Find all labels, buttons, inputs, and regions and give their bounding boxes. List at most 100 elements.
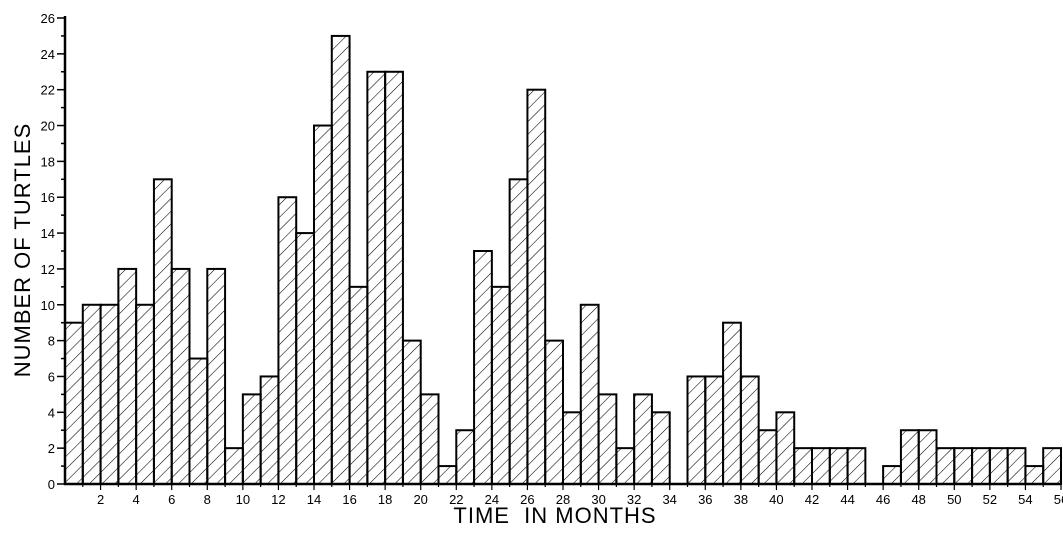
bar-month-32 (615, 447, 636, 485)
x-tick-label: 30 (591, 492, 605, 507)
bar-month-38 (722, 321, 742, 485)
bar-month-18 (366, 70, 387, 486)
bar-month-1 (64, 321, 84, 485)
bar-month-17 (348, 285, 369, 485)
x-tick-label: 40 (769, 492, 783, 507)
bar-month-39 (739, 375, 760, 485)
x-tick-label: 46 (876, 492, 890, 507)
bar-month-37 (704, 375, 725, 485)
x-tick-labels: 2 4 6 8 10 12 14 16 18 20 22 24 26 28 30 32 34 36 38 40 42 44… (97, 492, 1063, 507)
x-tick-label: 10 (236, 492, 250, 507)
bar-month-51 (953, 447, 974, 485)
bar-month-28 (544, 339, 565, 485)
y-tick-label: 8 (48, 334, 55, 349)
bar-month-15 (313, 124, 333, 485)
x-tick-label: 34 (662, 492, 676, 507)
x-tick-label: 26 (520, 492, 534, 507)
bar-month-12 (259, 375, 280, 485)
y-tick-label: 22 (41, 83, 55, 98)
y-axis-label: NUMBER OF TURTLES (10, 123, 35, 378)
x-tick-label: 6 (168, 492, 175, 507)
bar-month-31 (597, 393, 618, 486)
x-tick-label: 18 (378, 492, 392, 507)
bar-month-7 (170, 267, 191, 486)
x-tick-label: 52 (983, 492, 997, 507)
y-tick-label: 0 (48, 477, 55, 492)
bar-month-11 (241, 393, 262, 486)
x-tick-label: 42 (805, 492, 819, 507)
bar-month-52 (971, 447, 991, 485)
bar-month-5 (135, 303, 155, 485)
x-tick-label: 14 (307, 492, 321, 507)
x-tick-label: 56 (1054, 492, 1063, 507)
bar-month-25 (490, 285, 511, 485)
y-tick-label: 20 (41, 119, 55, 134)
bars-group (64, 34, 1062, 486)
x-tick-label: 12 (271, 492, 285, 507)
y-tick-label: 26 (41, 11, 55, 26)
x-tick-label: 22 (449, 492, 463, 507)
bar-month-24 (473, 250, 493, 485)
bar-month-2 (81, 303, 102, 485)
bar-month-4 (117, 267, 138, 486)
x-tick-label: 24 (485, 492, 499, 507)
axes-group (57, 16, 1062, 490)
bar-month-13 (277, 196, 298, 485)
bar-month-45 (846, 447, 867, 485)
x-tick-label: 4 (132, 492, 139, 507)
y-tick-label: 10 (41, 298, 55, 313)
bar-month-55 (1024, 465, 1045, 485)
y-tick-label: 4 (48, 405, 55, 420)
bar-month-20 (401, 339, 422, 485)
bar-month-40 (757, 429, 778, 486)
bar-month-33 (633, 393, 653, 486)
x-tick-label: 2 (97, 492, 104, 507)
bar-month-44 (828, 447, 849, 485)
bar-month-19 (384, 70, 404, 486)
bar-month-43 (811, 447, 831, 485)
y-tick-label: 12 (41, 262, 55, 277)
x-tick-label: 20 (413, 492, 427, 507)
y-tick-label: 18 (41, 154, 55, 169)
bar-month-9 (206, 267, 227, 486)
bar-month-10 (224, 447, 244, 485)
bar-month-29 (562, 411, 582, 485)
x-tick-label: 54 (1018, 492, 1032, 507)
bar-month-16 (330, 34, 351, 485)
y-tick-label: 24 (41, 47, 55, 62)
bar-month-42 (793, 447, 814, 485)
bar-month-48 (899, 429, 920, 486)
x-tick-label: 38 (734, 492, 748, 507)
bar-month-23 (455, 429, 476, 486)
bar-month-50 (935, 447, 956, 485)
bar-month-41 (775, 411, 796, 485)
x-axis-label: TIME IN MONTHS (453, 503, 656, 528)
bar-month-34 (650, 411, 671, 485)
bar-month-26 (508, 178, 529, 485)
x-tick-label: 16 (342, 492, 356, 507)
x-tick-label: 50 (947, 492, 961, 507)
x-tick-label: 8 (204, 492, 211, 507)
x-tick-label: 48 (911, 492, 925, 507)
bar-month-6 (152, 178, 173, 485)
bar-month-8 (188, 357, 209, 486)
bar-month-49 (917, 429, 938, 486)
x-tick-label: 28 (556, 492, 570, 507)
bar-month-21 (419, 393, 440, 486)
bar-month-36 (686, 375, 707, 485)
bar-month-27 (526, 88, 547, 485)
bar-month-47 (882, 465, 902, 485)
x-tick-label: 44 (840, 492, 854, 507)
bar-month-54 (1006, 447, 1027, 485)
bar-month-22 (437, 465, 458, 485)
bar-month-30 (579, 303, 600, 485)
y-tick-label: 14 (41, 226, 55, 241)
bar-month-56 (1042, 447, 1062, 485)
bar-month-3 (99, 303, 120, 485)
x-tick-label: 32 (627, 492, 641, 507)
y-tick-label: 2 (48, 441, 55, 456)
y-tick-label: 6 (48, 369, 55, 384)
bar-month-53 (988, 447, 1009, 485)
